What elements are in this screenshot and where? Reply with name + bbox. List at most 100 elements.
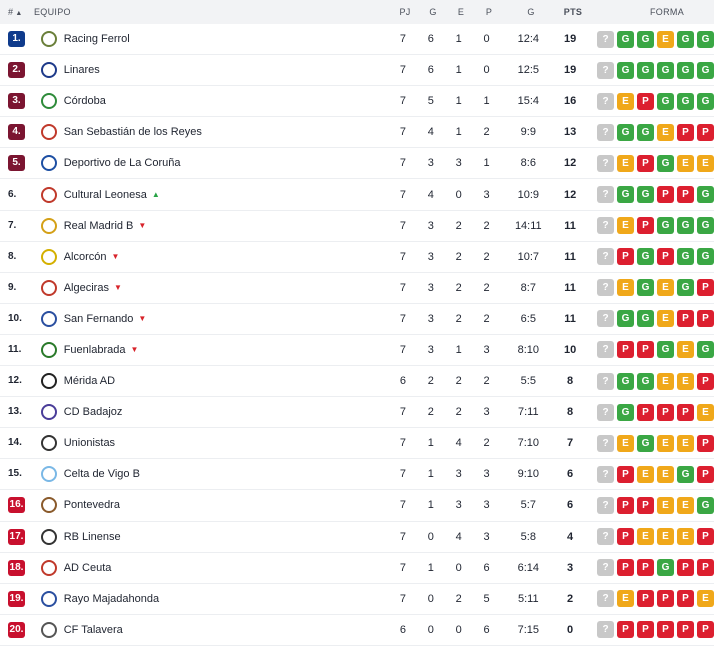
form-badge[interactable]: P <box>637 621 655 639</box>
form-badge[interactable]: G <box>677 279 695 297</box>
form-badge[interactable]: G <box>617 372 635 390</box>
form-badge[interactable]: E <box>657 496 675 514</box>
team-name[interactable]: CF Talavera <box>63 623 123 636</box>
form-badge[interactable]: P <box>637 217 655 235</box>
goals-header[interactable]: G <box>527 7 535 17</box>
form-badge[interactable]: G <box>657 341 675 359</box>
form-badge[interactable]: P <box>677 123 695 141</box>
form-badge[interactable]: E <box>697 154 714 172</box>
team-cell[interactable]: Real Madrid B ▼ <box>64 220 389 232</box>
form-badge[interactable]: G <box>617 30 635 48</box>
form-badge[interactable]: P <box>617 248 635 266</box>
form-badge[interactable]: P <box>697 528 714 546</box>
form-badge[interactable]: E <box>617 590 635 608</box>
next-match-badge[interactable]: ? <box>597 310 615 328</box>
form-badge[interactable]: G <box>637 434 655 452</box>
form-badge[interactable]: G <box>637 279 655 297</box>
form-badge[interactable]: P <box>677 559 695 577</box>
team-cell[interactable]: Linares <box>64 64 389 76</box>
form-badge[interactable]: G <box>637 248 655 266</box>
form-badge[interactable]: G <box>657 92 675 110</box>
next-match-badge[interactable]: ? <box>597 279 615 297</box>
team-cell[interactable]: Cultural Leonesa ▲ <box>64 189 389 201</box>
team-name[interactable]: Pontevedra <box>63 499 120 512</box>
table-row[interactable]: 14. Unionistas 7 1 4 2 7:10 7? E G E E P <box>0 428 714 460</box>
table-row[interactable]: 7. Real Madrid B ▼ 7 3 2 2 14:11 11? E P G G G <box>0 211 714 242</box>
form-badge[interactable]: P <box>677 590 695 608</box>
form-badge[interactable]: P <box>697 123 714 141</box>
table-row[interactable]: 15. Celta de Vigo B 7 1 3 3 9:10 6? P E E G P <box>0 459 714 491</box>
team-name[interactable]: Alcorcón <box>63 250 107 263</box>
table-row[interactable]: 1. Racing Ferrol 7 6 1 0 12:4 19? G G E G G <box>0 24 714 56</box>
team-cell[interactable]: Córdoba <box>64 95 389 107</box>
losses-header[interactable]: P <box>485 7 493 17</box>
team-name[interactable]: Real Madrid B <box>63 219 134 232</box>
form-badge[interactable]: E <box>617 92 635 110</box>
form-badge[interactable]: E <box>617 279 635 297</box>
form-badge[interactable]: P <box>677 403 695 421</box>
form-badge[interactable]: P <box>617 559 635 577</box>
form-badge[interactable]: E <box>697 590 714 608</box>
table-row[interactable]: 5. Deportivo de La Coruña 7 3 3 1 8:6 12? E P G E E <box>0 148 714 180</box>
team-name[interactable]: Deportivo de La Coruña <box>63 157 181 170</box>
team-name[interactable]: San Sebastián de los Reyes <box>63 126 202 139</box>
team-cell[interactable]: Celta de Vigo B <box>64 468 389 480</box>
form-badge[interactable]: E <box>657 279 675 297</box>
form-badge[interactable]: P <box>617 621 635 639</box>
form-badge[interactable]: E <box>657 123 675 141</box>
table-row[interactable]: 2. Linares 7 6 1 0 12:5 19? G G G G G <box>0 55 714 87</box>
form-badge[interactable]: G <box>697 186 714 204</box>
table-row[interactable]: 8. Alcorcón ▼ 7 3 2 2 10:7 11? P G P G G <box>0 242 714 273</box>
team-cell[interactable]: RB Linense <box>64 531 389 543</box>
team-cell[interactable]: Rayo Majadahonda <box>64 593 389 605</box>
team-name[interactable]: Algeciras <box>63 281 109 294</box>
form-badge[interactable]: E <box>617 154 635 172</box>
next-match-badge[interactable]: ? <box>597 186 615 204</box>
form-badge[interactable]: P <box>697 559 714 577</box>
form-badge[interactable]: P <box>637 496 655 514</box>
form-badge[interactable]: G <box>697 92 714 110</box>
next-match-badge[interactable]: ? <box>597 30 615 48</box>
table-row[interactable]: 4. San Sebastián de los Reyes 7 4 1 2 9:9 13? G G… <box>0 117 714 149</box>
form-badge[interactable]: G <box>697 30 714 48</box>
next-match-badge[interactable]: ? <box>597 590 615 608</box>
form-badge[interactable]: G <box>677 92 695 110</box>
team-cell[interactable]: Unionistas <box>64 437 389 449</box>
form-badge[interactable]: P <box>697 279 714 297</box>
team-cell[interactable]: Alcorcón ▼ <box>64 251 389 263</box>
form-badge[interactable]: P <box>637 559 655 577</box>
form-badge[interactable]: E <box>697 403 714 421</box>
next-match-badge[interactable]: ? <box>597 496 615 514</box>
form-badge[interactable]: P <box>617 341 635 359</box>
form-badge[interactable]: P <box>697 310 714 328</box>
form-badge[interactable]: G <box>677 217 695 235</box>
next-match-badge[interactable]: ? <box>597 528 615 546</box>
team-cell[interactable]: San Fernando ▼ <box>64 313 389 325</box>
team-name[interactable]: Fuenlabrada <box>63 343 126 356</box>
form-badge[interactable]: G <box>617 310 635 328</box>
form-badge[interactable]: P <box>657 248 675 266</box>
form-badge[interactable]: E <box>657 528 675 546</box>
form-badge[interactable]: G <box>617 123 635 141</box>
team-name[interactable]: Celta de Vigo B <box>63 468 140 481</box>
form-badge[interactable]: P <box>637 341 655 359</box>
team-name[interactable]: Linares <box>63 64 100 77</box>
form-badge[interactable]: G <box>637 61 655 79</box>
next-match-badge[interactable]: ? <box>597 559 615 577</box>
next-match-badge[interactable]: ? <box>597 123 615 141</box>
table-row[interactable]: 11. Fuenlabrada ▼ 7 3 1 3 8:10 10? P P G E G <box>0 335 714 367</box>
form-badge[interactable]: P <box>617 496 635 514</box>
team-name[interactable]: Racing Ferrol <box>63 33 130 46</box>
form-badge[interactable]: G <box>677 248 695 266</box>
form-badge[interactable]: G <box>637 310 655 328</box>
form-badge[interactable]: E <box>637 465 655 483</box>
team-name[interactable]: AD Ceuta <box>63 561 112 574</box>
form-badge[interactable]: P <box>677 186 695 204</box>
next-match-badge[interactable]: ? <box>597 403 615 421</box>
wins-header[interactable]: G <box>429 7 437 17</box>
points-header[interactable]: PTS <box>563 7 583 17</box>
form-badge[interactable]: G <box>657 559 675 577</box>
table-row[interactable]: 19. Rayo Majadahonda 7 0 2 5 5:11 2? E P P P E <box>0 584 714 615</box>
form-badge[interactable]: P <box>657 621 675 639</box>
table-row[interactable]: 3. Córdoba 7 5 1 1 15:4 16? E P G G G <box>0 86 714 118</box>
